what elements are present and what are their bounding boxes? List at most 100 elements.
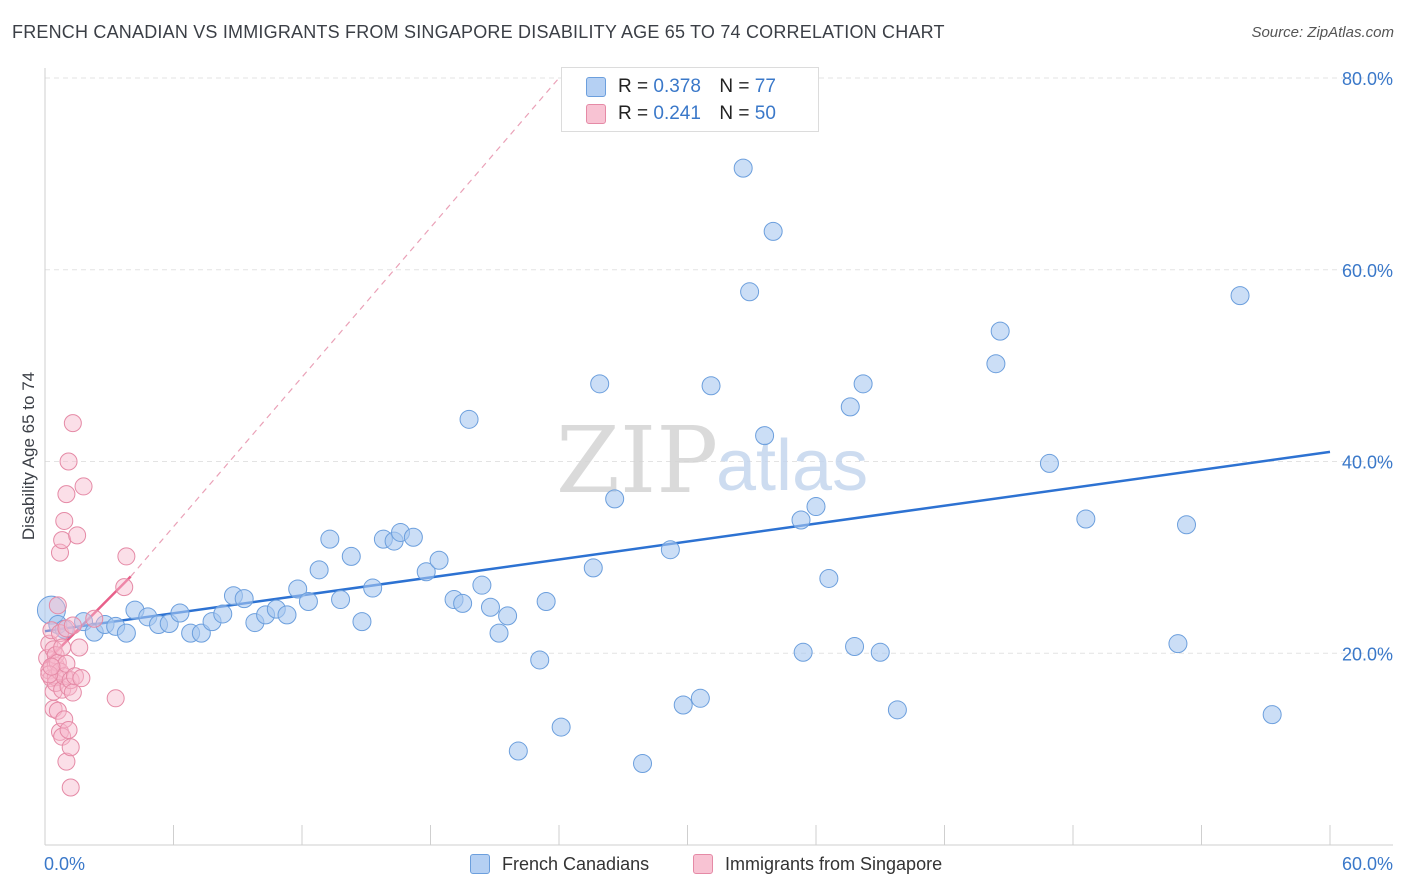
data-point-french-canadians xyxy=(806,497,826,517)
data-point-singapore xyxy=(42,657,61,676)
data-point-french-canadians xyxy=(416,562,436,582)
trend-line-singapore-extension xyxy=(130,77,560,577)
data-point-french-canadians xyxy=(583,558,603,578)
data-point-singapore xyxy=(68,526,87,545)
data-point-singapore xyxy=(117,547,136,566)
data-point-french-canadians xyxy=(530,650,550,670)
watermark-atlas: atlas xyxy=(716,426,868,506)
bottom-legend-immigrants-from-singapore: Immigrants from Singapore xyxy=(693,851,942,877)
data-point-french-canadians xyxy=(853,374,873,394)
data-point-french-canadians xyxy=(288,579,308,599)
data-point-singapore xyxy=(59,452,78,471)
data-point-singapore xyxy=(63,616,82,635)
data-point-french-canadians xyxy=(489,623,509,643)
legend-r-value: 0.241 xyxy=(653,103,701,124)
trend-lines xyxy=(44,77,1331,664)
data-point-singapore xyxy=(63,414,82,433)
data-point-french-canadians xyxy=(331,590,351,610)
tick-labels: 20.0% 40.0% 60.0% 80.0% 0.0% 60.0% xyxy=(44,69,1393,874)
data-point-french-canadians xyxy=(763,221,783,241)
data-point-singapore xyxy=(72,669,91,688)
data-point-french-canadians xyxy=(341,546,361,566)
x-tick-label: 60.0% xyxy=(1342,854,1393,874)
legend-swatch-blue xyxy=(586,77,606,97)
data-point-singapore xyxy=(55,511,74,530)
data-point-french-canadians xyxy=(590,374,610,394)
data-point-singapore xyxy=(57,752,76,771)
legend-r-label: R = xyxy=(618,76,649,97)
legend-r-label: R = xyxy=(618,103,649,124)
legend-n-label: N = xyxy=(719,103,750,124)
data-point-french-canadians xyxy=(1168,634,1188,654)
x-tick-label: 0.0% xyxy=(44,854,85,874)
data-point-french-canadians xyxy=(234,589,254,609)
data-point-french-canadians xyxy=(1230,286,1250,306)
data-point-french-canadians xyxy=(701,376,721,396)
data-point-singapore xyxy=(53,531,72,550)
data-point-french-canadians xyxy=(459,409,479,429)
data-point-singapore xyxy=(115,578,134,597)
trend-line-french-canadians xyxy=(44,450,1331,633)
axes xyxy=(44,68,1393,846)
chart-title: FRENCH CANADIAN VS IMMIGRANTS FROM SINGA… xyxy=(12,22,945,42)
correlation-legend: R = 0.378 N = 77 R = 0.241 N = 50 xyxy=(561,67,819,132)
data-point-french-canadians xyxy=(472,575,492,595)
legend-n-label: N = xyxy=(719,76,750,97)
bottom-legend-label: French Canadians xyxy=(502,853,650,874)
data-point-french-canadians xyxy=(536,591,556,611)
data-point-french-canadians xyxy=(990,321,1010,341)
data-point-french-canadians xyxy=(403,527,423,547)
series-french-canadians xyxy=(36,158,1282,774)
source-label: Source: ZipAtlas.com xyxy=(1251,24,1394,41)
bottom-legend-swatch-blue xyxy=(470,854,490,874)
data-point-french-canadians xyxy=(320,529,340,549)
data-point-singapore xyxy=(61,738,80,757)
data-point-french-canadians xyxy=(819,568,839,588)
data-point-french-canadians xyxy=(673,695,693,715)
legend-n-value: 77 xyxy=(754,76,776,97)
data-point-french-canadians xyxy=(887,700,907,720)
data-point-singapore xyxy=(65,667,84,686)
y-tick-label: 40.0% xyxy=(1342,453,1393,473)
data-point-singapore xyxy=(48,596,67,615)
y-axis-label: Disability Age 65 to 74 xyxy=(19,372,38,540)
series-immigrants-from-singapore xyxy=(38,414,136,797)
bottom-legend-french-canadians: French Canadians xyxy=(470,851,649,877)
data-point-french-canadians xyxy=(845,637,865,657)
data-point-french-canadians xyxy=(277,605,297,625)
data-point-french-canadians xyxy=(1039,453,1059,473)
data-point-french-canadians xyxy=(309,560,329,580)
data-point-french-canadians xyxy=(793,642,813,662)
data-point-french-canadians xyxy=(429,550,449,570)
data-point-french-canadians xyxy=(363,578,383,598)
data-point-singapore xyxy=(57,485,76,504)
data-point-singapore xyxy=(70,638,89,657)
gridlines xyxy=(45,77,1393,654)
data-point-french-canadians xyxy=(1076,509,1096,529)
data-point-french-canadians xyxy=(453,593,473,613)
legend-n-value: 50 xyxy=(754,103,776,124)
watermark-zip: ZIP xyxy=(556,407,718,514)
data-point-singapore xyxy=(59,720,78,739)
legend-row-french-canadians: R = 0.378 N = 77 xyxy=(586,74,776,100)
data-point-french-canadians xyxy=(213,604,233,624)
data-point-french-canadians xyxy=(480,597,500,617)
data-point-french-canadians xyxy=(755,426,775,446)
data-point-french-canadians xyxy=(633,754,653,774)
legend-r-value: 0.378 xyxy=(653,76,701,97)
data-point-french-canadians xyxy=(551,717,571,737)
data-point-french-canadians xyxy=(740,282,760,302)
watermark: ZIP atlas xyxy=(556,407,868,514)
data-point-french-canadians xyxy=(508,741,528,761)
data-point-french-canadians xyxy=(298,591,318,611)
data-point-french-canadians xyxy=(791,510,811,530)
y-tick-label: 80.0% xyxy=(1342,69,1393,89)
data-point-french-canadians xyxy=(170,603,190,623)
data-point-french-canadians xyxy=(840,397,860,417)
bottom-legend-swatch-pink xyxy=(693,854,713,874)
data-point-singapore xyxy=(53,638,72,657)
data-point-singapore xyxy=(55,710,74,729)
data-point-french-canadians xyxy=(733,158,753,178)
data-point-french-canadians xyxy=(986,354,1006,374)
legend-swatch-pink xyxy=(586,104,606,124)
